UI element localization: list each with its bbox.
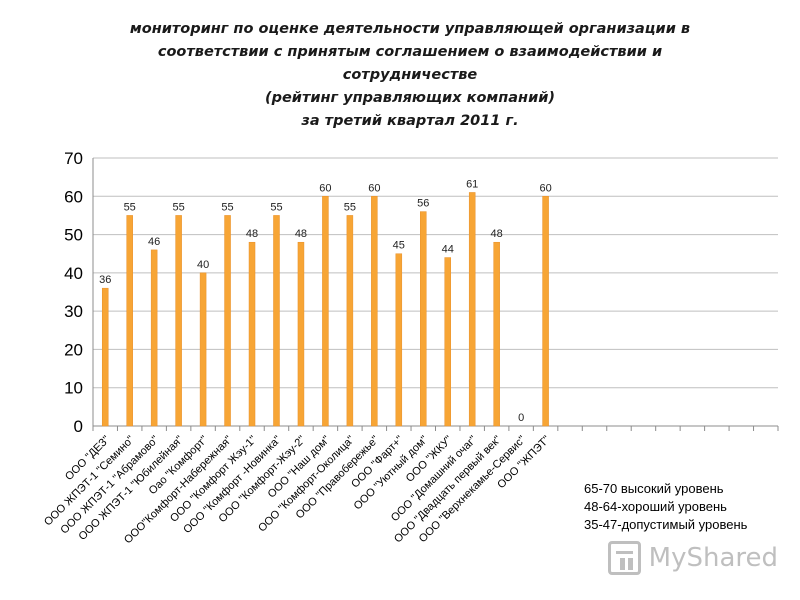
data-label: 55 — [221, 201, 233, 213]
title-line: (рейтинг управляющих компаний) — [264, 90, 556, 106]
data-label: 46 — [148, 236, 160, 248]
presentation-icon — [608, 541, 641, 575]
data-label: 48 — [246, 228, 258, 240]
bar — [493, 241, 500, 427]
chart-title: мониторинг по оценке деятельности управл… — [60, 18, 760, 133]
data-label: 36 — [99, 274, 111, 286]
title-line: мониторинг по оценке деятельности управл… — [129, 21, 691, 37]
watermark: MyShared — [608, 536, 778, 580]
bar — [199, 272, 207, 427]
legend-entry-good: 48-64-хороший уровень — [584, 499, 727, 514]
bar — [420, 211, 427, 427]
data-label: 61 — [466, 178, 478, 190]
bar — [542, 196, 549, 427]
data-label: 48 — [491, 228, 503, 240]
data-label: 60 — [368, 182, 380, 194]
y-tick-label: 20 — [64, 340, 83, 359]
bar — [395, 253, 403, 427]
bar — [175, 215, 182, 427]
bar — [468, 192, 476, 427]
title-line: за третий квартал 2011 г. — [301, 113, 519, 129]
rating-legend: 65-70 высокий уровень 48-64-хороший уров… — [584, 480, 747, 534]
y-tick-label: 60 — [64, 187, 83, 206]
y-tick-label: 70 — [64, 149, 83, 168]
data-label: 0 — [518, 412, 524, 424]
bar — [371, 196, 378, 427]
data-label: 60 — [319, 182, 331, 194]
bar — [224, 215, 231, 427]
title-line: сотрудничестве — [342, 67, 478, 83]
bar — [126, 215, 133, 427]
legend-entry-acceptable: 35-47-допустимый уровень — [584, 517, 748, 532]
bar — [297, 241, 305, 427]
data-label: 44 — [442, 244, 454, 256]
bar — [248, 241, 256, 427]
watermark-text: MyShared — [648, 543, 778, 573]
legend-entry-high: 65-70 высокий уровень — [584, 481, 724, 496]
title-line: соответствии с принятым соглашением о вз… — [157, 44, 663, 60]
bar — [346, 215, 354, 427]
y-tick-label: 40 — [64, 264, 83, 283]
bar — [444, 257, 451, 427]
data-label: 60 — [539, 182, 551, 194]
y-tick-label: 10 — [64, 379, 83, 398]
bar — [322, 196, 329, 427]
y-tick-label: 50 — [64, 226, 83, 245]
y-tick-label: 30 — [64, 302, 83, 321]
y-tick-label: 0 — [74, 417, 83, 436]
bar — [101, 287, 109, 427]
data-label: 56 — [417, 198, 429, 210]
data-label: 55 — [344, 201, 356, 213]
data-label: 40 — [197, 259, 209, 271]
bar — [150, 249, 158, 427]
data-label: 45 — [393, 240, 405, 252]
data-label: 48 — [295, 228, 307, 240]
data-label: 55 — [173, 201, 185, 213]
data-label: 55 — [124, 201, 136, 213]
bar — [273, 215, 280, 427]
data-label: 55 — [270, 201, 282, 213]
